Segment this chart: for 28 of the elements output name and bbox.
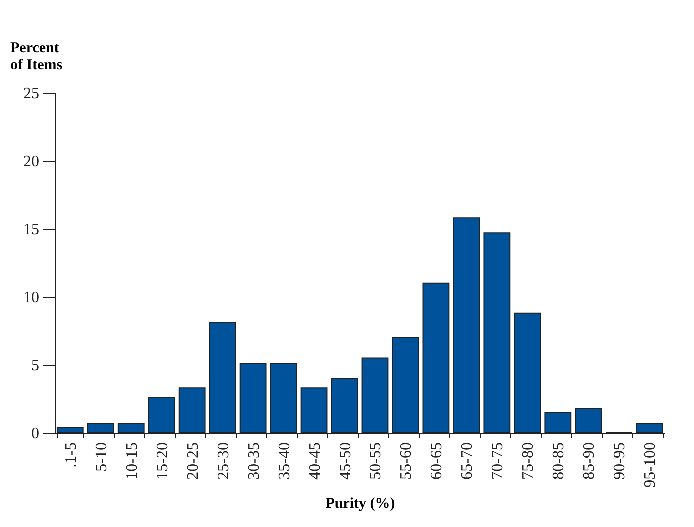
- x-tick-label: .1-5: [62, 442, 80, 468]
- x-tick-label: 95-100: [642, 442, 660, 488]
- y-tick-label: 15: [24, 222, 40, 238]
- x-tick-label: 30-35: [246, 442, 263, 480]
- x-tick-label: 15-20: [154, 442, 172, 480]
- x-tick-label: 45-50: [337, 442, 354, 480]
- x-tick-label: 80-85: [550, 442, 568, 480]
- x-tick-label: 50-55: [368, 442, 385, 480]
- x-tick-label: 70-75: [490, 442, 507, 480]
- x-tick-label: 5-10: [93, 442, 110, 472]
- x-tick-label: 55-60: [398, 442, 416, 480]
- x-tick-label: 20-25: [184, 442, 202, 480]
- x-tick-label: 75-80: [520, 442, 538, 480]
- y-tick-label: 20: [24, 154, 40, 170]
- x-axis-title: Purity (%): [326, 496, 396, 512]
- y-axis-title: Percent of Items: [10, 40, 63, 74]
- y-tick-label: 10: [24, 290, 40, 306]
- x-tick-label: 90-95: [612, 442, 629, 480]
- y-tick-label: 25: [24, 86, 40, 102]
- x-tick-label: 40-45: [306, 442, 324, 480]
- x-tick-label: 65-70: [459, 442, 476, 480]
- x-tick-label: 25-30: [215, 442, 232, 480]
- x-tick-label: 35-40: [276, 442, 294, 480]
- y-tick-label: 5: [32, 358, 40, 374]
- y-tick-label: 0: [32, 426, 40, 442]
- x-tick-label: 10-15: [124, 442, 141, 480]
- x-tick-label: 85-90: [581, 442, 598, 480]
- x-tick-label: 60-65: [428, 442, 446, 480]
